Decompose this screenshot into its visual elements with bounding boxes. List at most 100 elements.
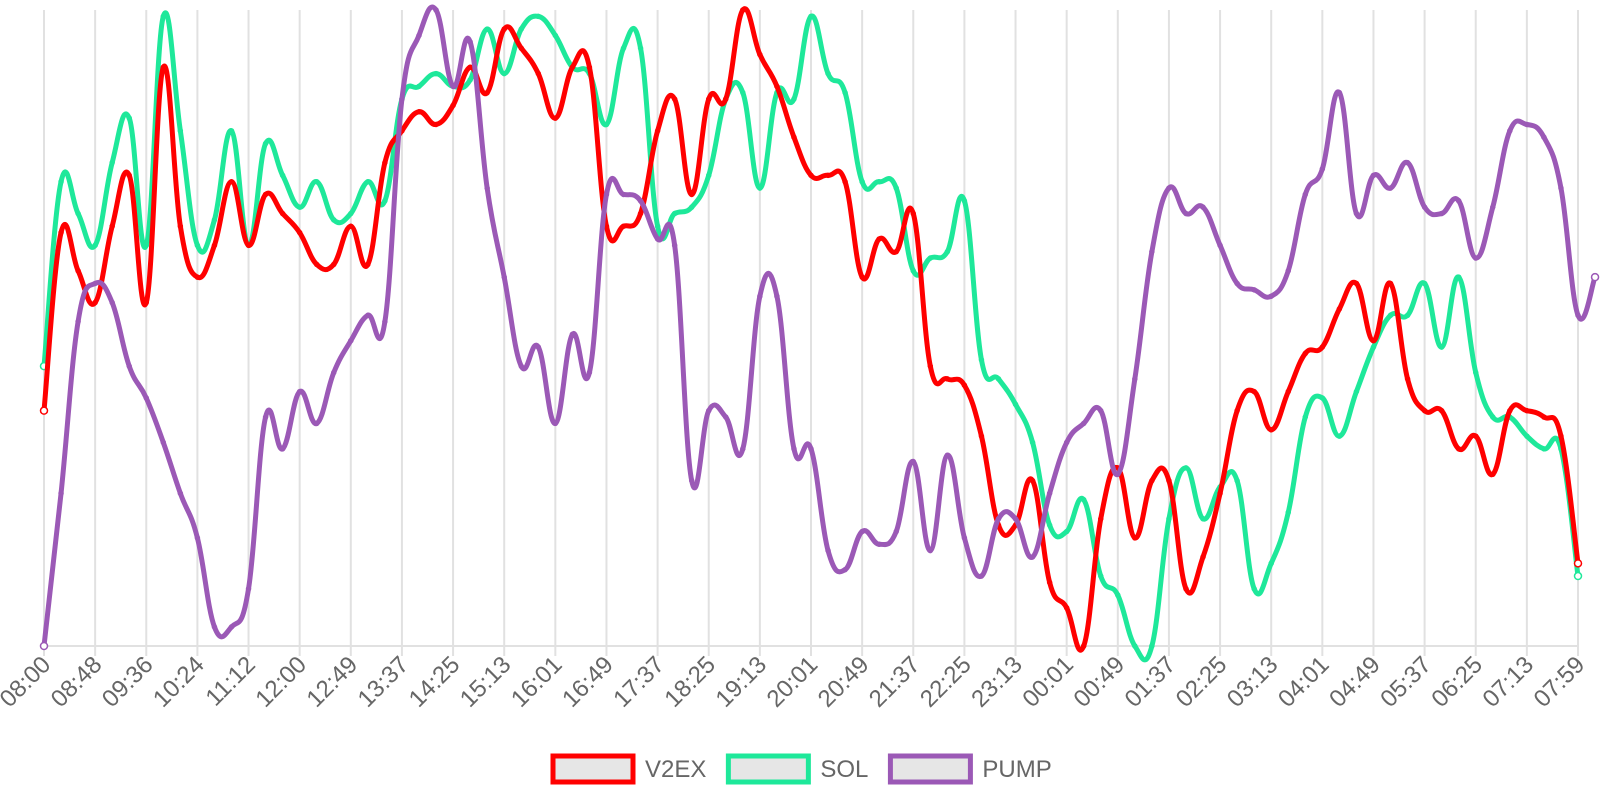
data-point-sol[interactable] (1524, 433, 1530, 439)
data-point-v2ex[interactable] (1268, 427, 1274, 433)
data-point-pump[interactable] (1353, 210, 1360, 217)
data-point-pump[interactable] (1029, 554, 1036, 560)
data-point-v2ex[interactable] (177, 223, 184, 229)
data-point-sol[interactable] (1438, 344, 1445, 350)
data-point-pump[interactable] (859, 528, 865, 535)
data-point-sol[interactable] (1472, 369, 1479, 376)
data-point-pump[interactable] (143, 395, 150, 401)
data-point-v2ex[interactable] (978, 433, 985, 439)
data-point-sol[interactable] (893, 185, 899, 191)
data-point-sol[interactable] (1336, 433, 1343, 439)
data-point-sol[interactable] (1200, 516, 1206, 522)
data-point-pump[interactable] (740, 446, 746, 452)
data-point-v2ex[interactable] (313, 261, 320, 268)
data-point-sol[interactable] (1319, 395, 1326, 401)
data-point-v2ex[interactable] (1234, 407, 1240, 414)
data-point-v2ex[interactable] (705, 96, 712, 102)
data-point-v2ex[interactable] (808, 172, 814, 179)
data-point-v2ex[interactable] (893, 248, 899, 255)
data-point-v2ex[interactable] (637, 210, 644, 217)
data-point-sol[interactable] (467, 77, 473, 83)
data-point-sol[interactable] (927, 255, 934, 261)
data-point-v2ex[interactable] (467, 64, 473, 70)
data-point-v2ex[interactable] (1438, 407, 1445, 414)
data-point-sol[interactable] (228, 128, 235, 134)
data-point-v2ex[interactable] (774, 83, 780, 90)
data-point-pump[interactable] (569, 331, 576, 338)
data-point-v2ex[interactable] (842, 178, 848, 185)
data-point-v2ex[interactable] (1490, 471, 1496, 478)
data-point-pump[interactable] (671, 242, 678, 249)
data-point-sol[interactable] (637, 45, 644, 51)
data-point-pump[interactable] (586, 369, 593, 376)
data-point-sol[interactable] (1302, 414, 1309, 420)
data-point-v2ex[interactable] (535, 70, 542, 77)
data-point-pump[interactable] (1438, 210, 1445, 217)
data-point-sol[interactable] (671, 210, 678, 217)
data-point-v2ex[interactable] (1541, 414, 1547, 420)
data-point-sol[interactable] (535, 13, 542, 20)
data-point-sol[interactable] (1149, 643, 1155, 649)
data-point-pump[interactable] (245, 586, 252, 592)
data-point-pump[interactable] (331, 369, 337, 376)
data-point-pump[interactable] (1183, 210, 1189, 217)
data-point-pump[interactable] (825, 547, 831, 554)
data-point-v2ex[interactable] (1183, 586, 1189, 592)
data-point-pump[interactable] (1590, 272, 1600, 282)
data-point-v2ex[interactable] (620, 223, 627, 229)
data-point-sol[interactable] (842, 89, 848, 96)
data-point-v2ex[interactable] (1370, 337, 1377, 344)
data-point-sol[interactable] (109, 159, 115, 166)
data-point-v2ex[interactable] (279, 210, 286, 217)
data-point-pump[interactable] (58, 490, 64, 497)
data-point-pump[interactable] (1370, 172, 1377, 179)
data-point-sol[interactable] (331, 217, 337, 223)
data-point-pump[interactable] (450, 83, 456, 90)
data-point-pump[interactable] (75, 318, 81, 325)
data-point-sol[interactable] (433, 70, 439, 77)
data-point-pump[interactable] (961, 535, 968, 541)
data-point-pump[interactable] (109, 299, 115, 306)
data-point-pump[interactable] (279, 446, 286, 452)
data-point-pump[interactable] (1558, 185, 1564, 191)
data-point-pump[interactable] (1387, 185, 1394, 191)
data-point-sol[interactable] (552, 32, 559, 39)
data-point-v2ex[interactable] (1285, 388, 1291, 395)
data-point-v2ex[interactable] (1336, 306, 1343, 312)
data-point-sol[interactable] (1268, 560, 1274, 567)
data-point-sol[interactable] (58, 178, 64, 185)
data-point-sol[interactable] (416, 83, 422, 90)
data-point-v2ex[interactable] (484, 89, 490, 96)
data-point-pump[interactable] (1285, 268, 1291, 274)
legend-item-pump[interactable]: PUMP (887, 753, 1052, 785)
data-point-v2ex[interactable] (75, 268, 81, 274)
data-point-pump[interactable] (501, 274, 507, 280)
data-point-sol[interactable] (1404, 312, 1411, 319)
data-point-pump[interactable] (927, 547, 934, 554)
data-point-pump[interactable] (1012, 516, 1019, 522)
data-point-sol[interactable] (1234, 477, 1240, 484)
data-point-v2ex[interactable] (1200, 554, 1206, 560)
data-point-pump[interactable] (1149, 248, 1155, 255)
data-point-pump[interactable] (126, 363, 132, 369)
data-point-v2ex[interactable] (39, 406, 49, 415)
data-point-v2ex[interactable] (296, 229, 303, 236)
data-point-v2ex[interactable] (740, 7, 746, 13)
data-point-v2ex[interactable] (1132, 535, 1138, 541)
data-point-pump[interactable] (1336, 89, 1343, 96)
data-point-pump[interactable] (774, 293, 780, 299)
data-point-v2ex[interactable] (654, 128, 661, 134)
data-point-v2ex[interactable] (365, 261, 371, 268)
data-point-v2ex[interactable] (961, 382, 968, 388)
data-point-sol[interactable] (1353, 388, 1360, 395)
data-point-v2ex[interactable] (92, 299, 98, 306)
data-point-pump[interactable] (1404, 159, 1411, 166)
data-point-v2ex[interactable] (262, 191, 269, 198)
data-point-v2ex[interactable] (416, 109, 422, 115)
data-point-pump[interactable] (1490, 204, 1496, 210)
data-point-pump[interactable] (552, 420, 559, 427)
data-point-pump[interactable] (1455, 198, 1462, 204)
data-point-sol[interactable] (296, 204, 303, 210)
data-point-sol[interactable] (518, 26, 524, 32)
data-point-sol[interactable] (75, 210, 81, 217)
